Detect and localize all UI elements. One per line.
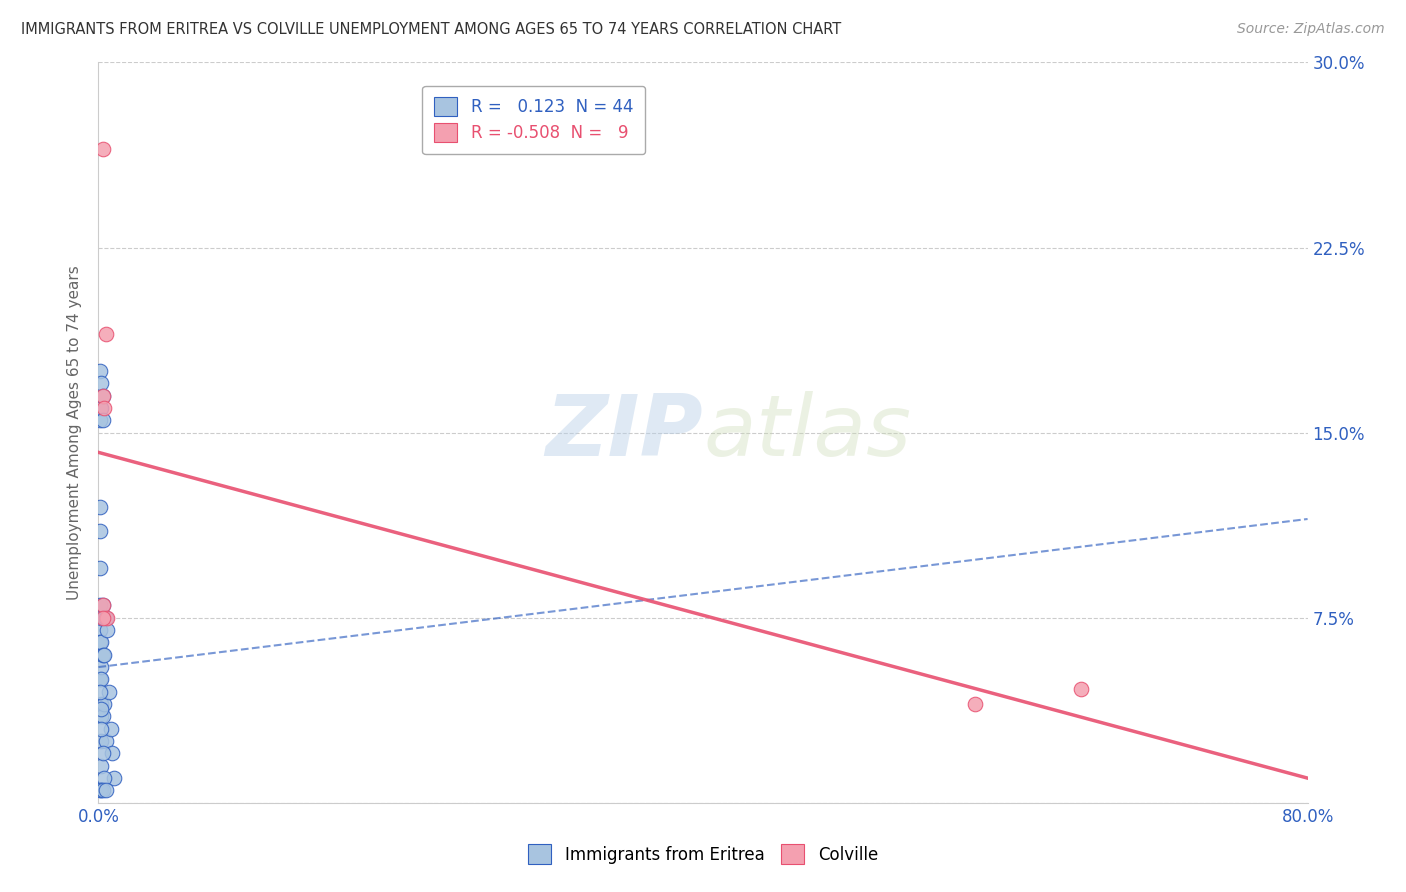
Point xyxy=(89,413,111,427)
Point xyxy=(90,783,112,797)
Text: IMMIGRANTS FROM ERITREA VS COLVILLE UNEMPLOYMENT AMONG AGES 65 TO 74 YEARS CORRE: IMMIGRANTS FROM ERITREA VS COLVILLE UNEM… xyxy=(21,22,841,37)
Point xyxy=(91,783,114,797)
Point xyxy=(89,401,111,415)
Point xyxy=(91,747,114,761)
Point xyxy=(89,561,111,575)
Point xyxy=(91,648,114,662)
Point xyxy=(90,702,112,716)
Point xyxy=(91,599,114,613)
Point xyxy=(1070,682,1092,697)
Point xyxy=(89,673,111,687)
Point xyxy=(89,364,111,378)
Point xyxy=(93,697,115,711)
Point xyxy=(91,388,114,402)
Point xyxy=(100,722,122,736)
Point xyxy=(90,610,112,624)
Point xyxy=(90,660,112,674)
Point xyxy=(98,685,121,699)
Point xyxy=(94,734,117,748)
Point xyxy=(90,673,112,687)
Text: atlas: atlas xyxy=(703,391,911,475)
Point xyxy=(93,771,115,785)
Point xyxy=(94,783,117,797)
Legend: Immigrants from Eritrea, Colville: Immigrants from Eritrea, Colville xyxy=(522,838,884,871)
Point xyxy=(91,610,114,624)
Text: ZIP: ZIP xyxy=(546,391,703,475)
Point xyxy=(96,623,118,637)
Legend: R =   0.123  N = 44, R = -0.508  N =   9: R = 0.123 N = 44, R = -0.508 N = 9 xyxy=(422,86,645,154)
Point xyxy=(90,734,112,748)
Point xyxy=(89,685,111,699)
Point xyxy=(96,610,118,624)
Point xyxy=(90,376,112,391)
Y-axis label: Unemployment Among Ages 65 to 74 years: Unemployment Among Ages 65 to 74 years xyxy=(67,265,83,600)
Point xyxy=(91,388,114,402)
Point xyxy=(90,709,112,723)
Point xyxy=(965,697,987,711)
Point xyxy=(89,500,111,514)
Point xyxy=(89,524,111,539)
Point xyxy=(101,747,124,761)
Point xyxy=(93,401,115,415)
Point xyxy=(94,610,117,624)
Point xyxy=(91,413,114,427)
Point xyxy=(90,697,112,711)
Point xyxy=(91,599,114,613)
Point xyxy=(89,635,111,649)
Point xyxy=(89,623,111,637)
Point xyxy=(90,635,112,649)
Point xyxy=(91,142,114,156)
Point xyxy=(89,599,111,613)
Point xyxy=(93,610,115,624)
Point xyxy=(103,771,125,785)
Point xyxy=(89,783,111,797)
Point xyxy=(90,722,112,736)
Point xyxy=(94,326,117,341)
Point xyxy=(90,758,112,772)
Point xyxy=(93,648,115,662)
Point xyxy=(91,709,114,723)
Text: Source: ZipAtlas.com: Source: ZipAtlas.com xyxy=(1237,22,1385,37)
Point xyxy=(90,401,112,415)
